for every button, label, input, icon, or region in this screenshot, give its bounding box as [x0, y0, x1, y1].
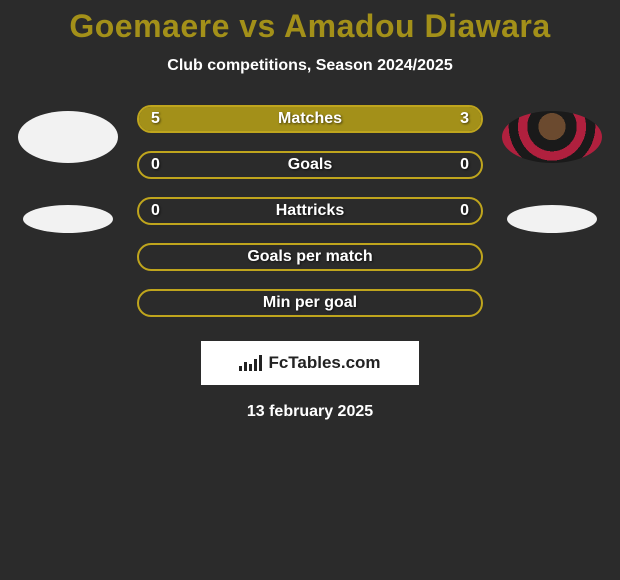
bar-value-right: 0	[460, 202, 469, 220]
bar-value-left: 0	[151, 202, 160, 220]
stat-bar: 0 0 Goals	[137, 151, 483, 179]
comparison-widget: Goemaere vs Amadou Diawara Club competit…	[0, 0, 620, 421]
date-label: 13 february 2025	[0, 403, 620, 421]
chart-icon	[239, 355, 262, 371]
bar-label: Goals per match	[247, 248, 372, 266]
stat-bar: Goals per match	[137, 243, 483, 271]
bar-value-right: 3	[460, 110, 469, 128]
bar-value-left: 5	[151, 110, 160, 128]
subtitle: Club competitions, Season 2024/2025	[0, 57, 620, 75]
bar-label: Matches	[278, 110, 342, 128]
brand-logo[interactable]: FcTables.com	[201, 341, 419, 385]
stat-bars: 5 3 Matches 0 0 Goals 0 0 Hattricks Goals per mat…	[137, 105, 483, 317]
stat-bar: Min per goal	[137, 289, 483, 317]
bar-label: Min per goal	[263, 294, 357, 312]
bar-label: Hattricks	[276, 202, 344, 220]
right-player-col	[497, 105, 607, 233]
right-club-badge	[507, 205, 597, 233]
right-avatar	[502, 111, 602, 163]
bar-label: Goals	[288, 156, 332, 174]
left-avatar	[18, 111, 118, 163]
left-player-col	[13, 105, 123, 233]
stat-bar: 5 3 Matches	[137, 105, 483, 133]
bar-value-left: 0	[151, 156, 160, 174]
brand-text: FcTables.com	[268, 353, 380, 373]
page-title: Goemaere vs Amadou Diawara	[0, 8, 620, 45]
main-row: 5 3 Matches 0 0 Goals 0 0 Hattricks Goals per mat…	[0, 105, 620, 317]
bar-value-right: 0	[460, 156, 469, 174]
left-club-badge	[23, 205, 113, 233]
stat-bar: 0 0 Hattricks	[137, 197, 483, 225]
